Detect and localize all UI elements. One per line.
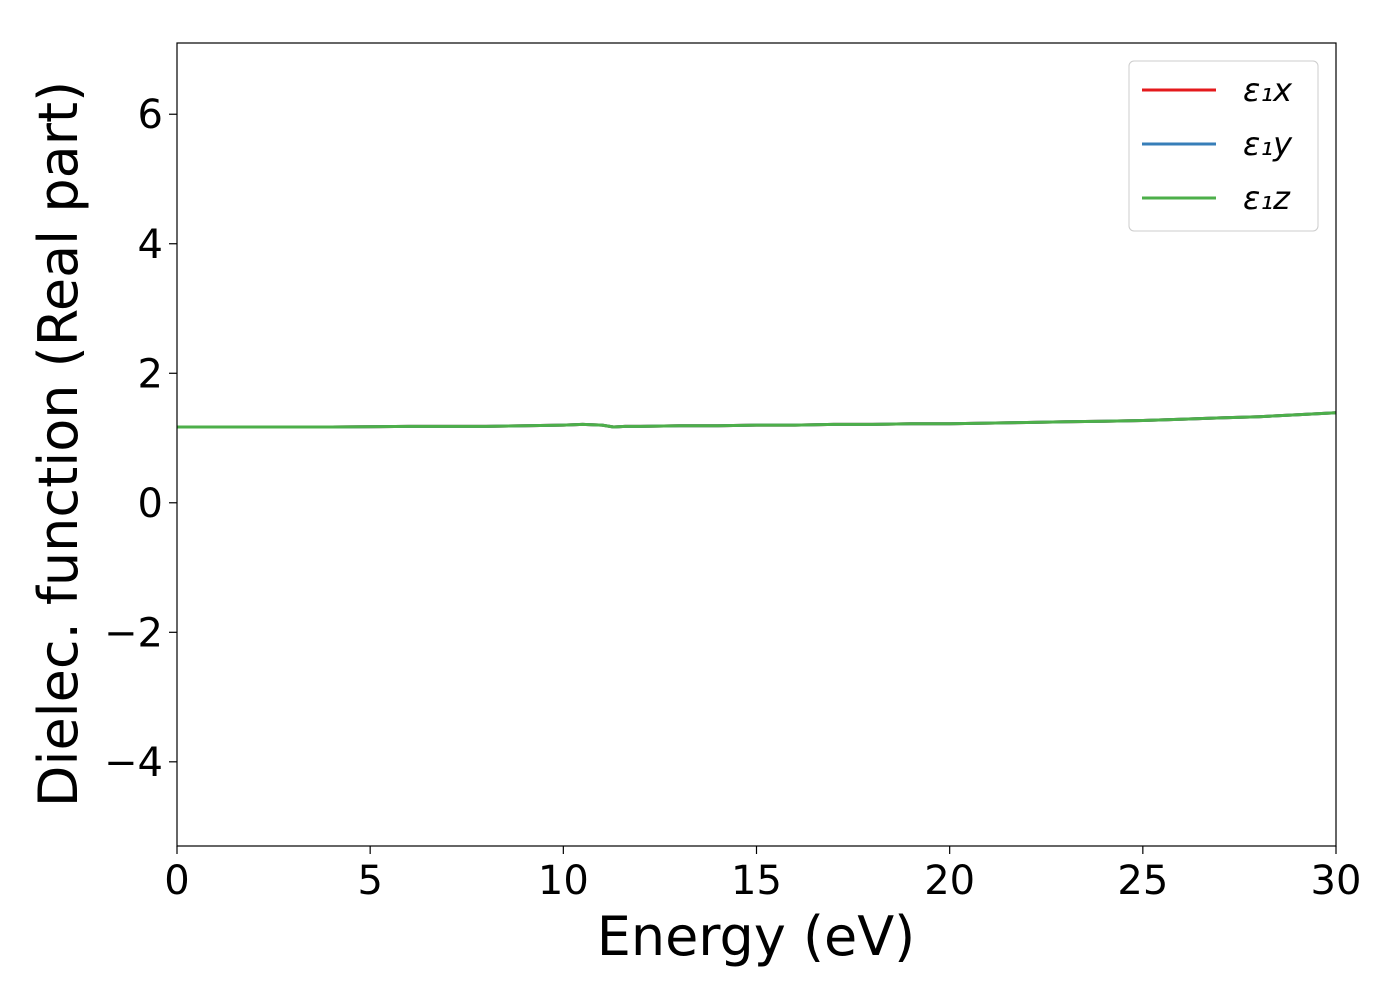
x-tick-label: 0: [164, 858, 189, 904]
y-tick-label: 2: [138, 351, 163, 397]
legend-label-3: ε₁z: [1243, 179, 1291, 217]
y-tick-label: 6: [138, 92, 163, 138]
x-tick-label: 5: [357, 858, 382, 904]
x-tick-label: 10: [538, 858, 589, 904]
x-tick-label: 30: [1311, 858, 1362, 904]
legend: ε₁x ε₁y ε₁z: [1128, 60, 1319, 232]
y-tick-label: 4: [138, 222, 163, 268]
x-tick-label: 15: [731, 858, 782, 904]
y-tick-label: −4: [104, 740, 163, 786]
x-axis-label: Energy (eV): [597, 905, 916, 968]
legend-label-2: ε₁y: [1243, 125, 1293, 163]
y-tick-label: 0: [138, 481, 163, 527]
plot-frame: [176, 42, 1337, 847]
y-tick-label: −2: [104, 610, 163, 656]
y-axis-label: Dielec. function (Real part): [27, 81, 90, 807]
x-tick-label: 25: [1117, 858, 1168, 904]
x-axis-ticks: 0 5 10 15 20 25 30: [164, 846, 1361, 904]
y-axis-ticks: −4 −2 0 2 4 6: [104, 92, 177, 786]
x-tick-label: 20: [924, 858, 975, 904]
series-line-3: [177, 411, 1337, 429]
legend-label-1: ε₁x: [1243, 71, 1293, 109]
series-layer: [177, 411, 1337, 429]
legend-frame: [1128, 60, 1319, 232]
